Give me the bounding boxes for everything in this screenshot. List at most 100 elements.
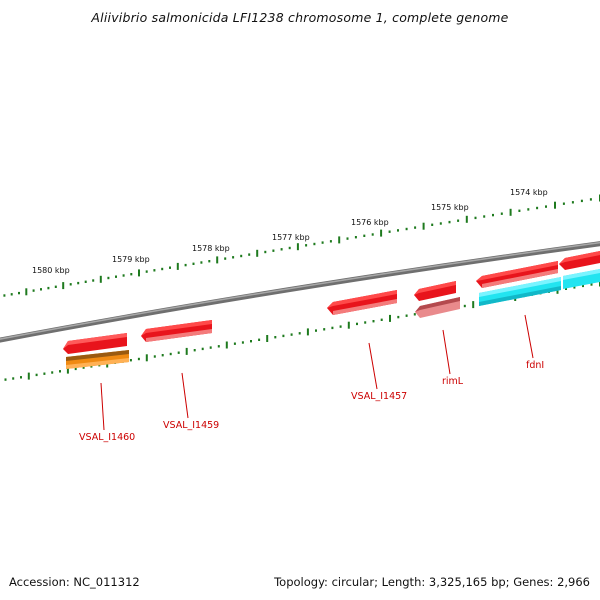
gene-vsal-i1460[interactable]	[66, 350, 129, 369]
gene-vsal-i1460-red[interactable]	[63, 333, 127, 354]
outer-ruler-major-tick	[422, 222, 425, 230]
outer-ruler-minor-tick	[161, 267, 164, 271]
outer-ruler-minor-tick	[536, 206, 539, 210]
gene-edge-cyan[interactable]	[563, 268, 600, 289]
outer-ruler-major-tick	[465, 215, 468, 223]
outer-ruler-minor-tick	[18, 291, 20, 295]
outer-ruler-minor-tick	[589, 198, 592, 201]
position-label-1575: 1575 kbp	[431, 203, 469, 212]
outer-ruler-major-tick	[338, 236, 341, 244]
inner-ruler-minor-tick	[413, 313, 416, 316]
inner-ruler-minor-tick	[241, 341, 244, 344]
page-title: Aliivibrio salmonicida LFI1238 chromosom…	[91, 10, 509, 25]
inner-ruler-minor-tick	[397, 315, 400, 319]
outer-ruler-minor-tick	[192, 262, 195, 265]
inner-ruler-minor-tick	[20, 376, 22, 379]
outer-ruler-minor-tick	[405, 227, 408, 231]
position-labels: 1580 kbp 1579 kbp 1578 kbp 1577 kbp 1576…	[32, 188, 548, 275]
gene-label-vsal-i1460: VSAL_I1460	[79, 432, 135, 443]
outer-ruler-minor-tick	[122, 274, 125, 277]
outer-ruler-minor-tick	[200, 261, 203, 264]
inner-ruler-major-tick	[389, 314, 391, 322]
inner-ruler-minor-tick	[129, 359, 132, 362]
leader-lines	[100, 314, 534, 431]
inner-ruler-major-tick	[27, 372, 30, 380]
outer-ruler-minor-tick	[457, 219, 460, 222]
outer-ruler-minor-tick	[388, 230, 391, 233]
inner-ruler-minor-tick	[250, 340, 252, 343]
inner-ruler-minor-tick	[177, 351, 180, 354]
outer-ruler-major-tick	[509, 208, 512, 216]
inner-ruler-minor-tick	[193, 349, 196, 352]
outer-ruler-minor-tick	[69, 283, 72, 286]
inner-ruler-minor-tick	[51, 371, 54, 374]
inner-ruler-minor-tick	[463, 304, 466, 308]
outer-ruler-minor-tick	[288, 246, 291, 250]
outer-ruler-minor-tick	[84, 280, 87, 283]
outer-ruler-minor-tick	[264, 250, 267, 254]
inner-ruler-minor-tick	[258, 338, 261, 341]
outer-ruler-minor-tick	[169, 266, 171, 269]
outer-ruler-major-tick	[216, 256, 219, 264]
outer-ruler-minor-tick	[107, 276, 110, 280]
gene-vsal-i1457[interactable]	[327, 290, 397, 315]
gene-near-rimL-upper[interactable]	[414, 281, 456, 301]
outer-ruler-minor-tick	[280, 248, 283, 251]
inner-ruler-minor-tick	[74, 367, 77, 371]
outer-ruler-minor-tick	[363, 234, 366, 237]
inner-ruler-minor-tick	[372, 320, 375, 323]
outer-ruler-minor-tick	[145, 270, 148, 273]
gene-features[interactable]	[63, 250, 600, 369]
outer-ruler-minor-tick	[580, 199, 583, 203]
outer-ruler-minor-tick	[483, 215, 486, 218]
gene-edge-red[interactable]	[559, 250, 600, 270]
inner-ruler-minor-tick	[573, 286, 576, 289]
gene-label-vsal-i1459: VSAL_I1459	[163, 420, 219, 431]
accession-text: Accession: NC_011312	[9, 575, 140, 589]
outer-ruler-minor-tick	[115, 275, 117, 278]
gene-fdnI[interactable]	[479, 277, 561, 306]
outer-ruler-minor-tick	[224, 257, 227, 260]
outer-ruler-minor-tick	[448, 220, 451, 224]
gene-near-fdnI-upper[interactable]	[476, 261, 558, 288]
inner-ruler-major-tick	[472, 301, 475, 309]
inner-ruler-minor-tick	[59, 370, 61, 373]
outer-ruler-major-tick	[554, 201, 556, 209]
inner-ruler-minor-tick	[90, 365, 93, 368]
outer-ruler-minor-tick	[414, 226, 417, 229]
outer-ruler-minor-tick	[371, 233, 374, 236]
inner-ruler-minor-tick	[233, 342, 236, 345]
outer-ruler-minor-tick	[54, 285, 57, 288]
outer-ruler-minor-tick	[77, 281, 80, 285]
inner-ruler-minor-tick	[315, 329, 317, 332]
outer-ruler-major-tick	[99, 275, 102, 283]
position-label-1579: 1579 kbp	[112, 255, 150, 264]
outer-ruler-minor-tick	[431, 223, 434, 226]
inner-ruler-minor-tick	[82, 366, 85, 369]
inner-ruler-minor-tick	[43, 372, 46, 375]
outer-ruler-minor-tick	[527, 208, 530, 211]
outer-ruler-minor-tick	[130, 273, 133, 276]
inner-ruler-minor-tick	[35, 373, 38, 377]
gene-vsal-i1459[interactable]	[141, 320, 212, 342]
outer-ruler-major-tick	[380, 229, 383, 237]
inner-ruler-minor-tick	[290, 333, 293, 336]
inner-ruler-minor-tick	[565, 287, 567, 290]
inner-ruler-minor-tick	[331, 326, 334, 330]
gene-labels: VSAL_I1460 VSAL_I1459 VSAL_I1457 rimL fd…	[79, 360, 544, 443]
outer-ruler	[3, 194, 600, 297]
gene-label-vsal-i1457: VSAL_I1457	[351, 391, 407, 402]
inner-ruler-minor-tick	[12, 377, 15, 380]
inner-ruler-minor-tick	[582, 284, 584, 288]
inner-ruler-minor-tick	[209, 346, 212, 349]
outer-ruler-minor-tick	[248, 253, 251, 256]
inner-ruler-major-tick	[66, 366, 69, 374]
outer-ruler-minor-tick	[3, 294, 6, 297]
gene-rimL[interactable]	[415, 297, 460, 318]
outer-ruler-minor-tick	[10, 293, 13, 296]
inner-ruler-minor-tick	[217, 345, 220, 348]
outer-ruler-minor-tick	[354, 236, 357, 239]
gene-label-rimL: rimL	[442, 376, 464, 387]
outer-ruler-minor-tick	[92, 279, 95, 282]
